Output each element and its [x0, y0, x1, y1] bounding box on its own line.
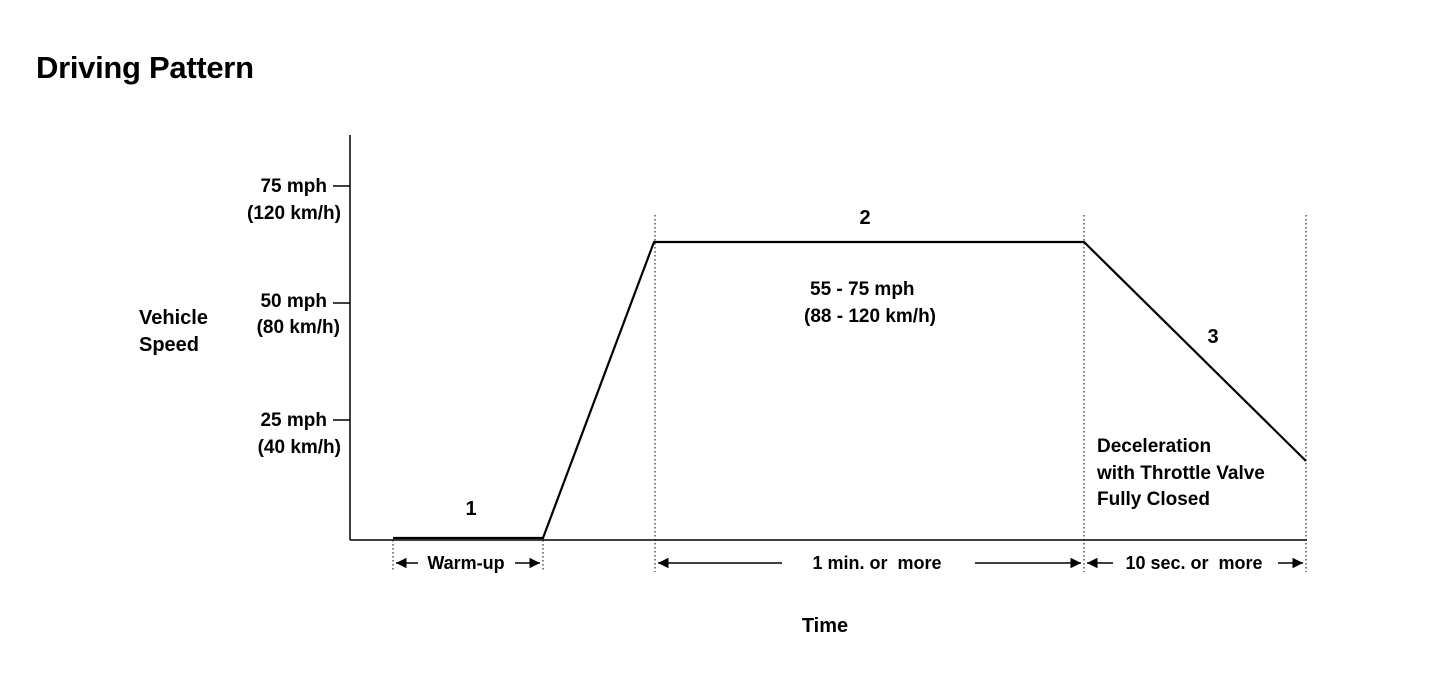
y-axis-label-line1: Vehicle: [139, 307, 208, 329]
phase2-speed-mph: 55 - 75 mph: [810, 279, 915, 300]
phase2-speed-kmh: (88 - 120 km/h): [804, 306, 936, 327]
y-axis-label-line2: Speed: [139, 334, 199, 356]
y-tick-label-50-kmh: (80 km/h): [257, 317, 340, 338]
phase3-number: 3: [1207, 326, 1218, 348]
phase1-number: 1: [465, 498, 476, 520]
x-axis-label: Time: [802, 615, 848, 637]
phase3-note-line3: Fully Closed: [1097, 489, 1210, 510]
y-tick-label-75-kmh: (120 km/h): [247, 203, 341, 224]
y-tick-label-75-mph: 75 mph: [260, 176, 327, 197]
phase2-number: 2: [859, 207, 870, 229]
phase3-note-line1: Deceleration: [1097, 436, 1211, 457]
diagram-title: Driving Pattern: [36, 50, 254, 85]
warmup-duration-label: Warm-up: [427, 553, 504, 573]
cruise-duration-label: 1 min. or more: [812, 553, 941, 573]
y-tick-label-25-kmh: (40 km/h): [258, 437, 341, 458]
y-tick-label-25-mph: 25 mph: [260, 410, 327, 431]
y-tick-label-50-mph: 50 mph: [260, 291, 327, 312]
speed-profile-line: [393, 240, 1307, 540]
decel-duration-label: 10 sec. or more: [1125, 553, 1262, 573]
phase3-note-line2: with Throttle Valve: [1096, 463, 1265, 484]
